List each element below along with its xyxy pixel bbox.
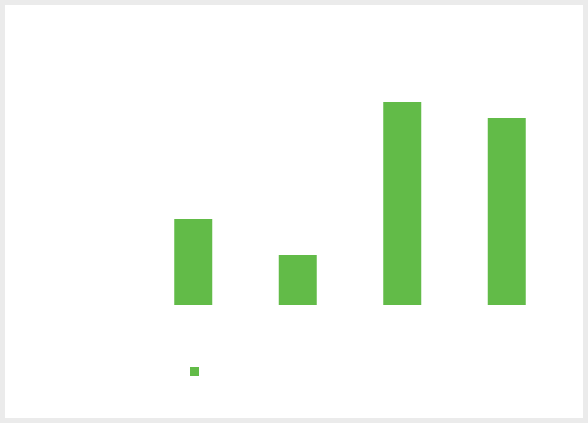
bar: [278, 255, 317, 305]
legend-swatch: [190, 367, 199, 376]
bar: [383, 102, 422, 305]
bar: [487, 118, 526, 305]
bar: [174, 219, 213, 305]
